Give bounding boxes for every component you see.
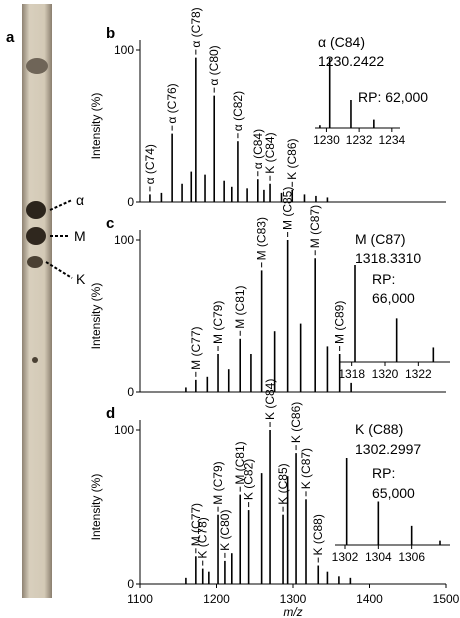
panel-a: a α M K bbox=[6, 4, 86, 598]
peak-label: α (C80) bbox=[207, 45, 221, 85]
peak-label: K (C86) bbox=[289, 402, 303, 443]
peak-label: M (C81) bbox=[233, 285, 247, 328]
band-label: α bbox=[76, 192, 84, 208]
resolution: 65,000 bbox=[372, 485, 415, 501]
arrows bbox=[45, 199, 73, 279]
spot bbox=[26, 58, 48, 74]
spot bbox=[26, 201, 46, 219]
peak-label: K (C85) bbox=[276, 463, 290, 504]
peak-label: M (C89) bbox=[333, 301, 347, 344]
resolution: RP: 62,000 bbox=[358, 89, 428, 105]
peak-label: K (C80) bbox=[218, 510, 232, 551]
inset-x-tick-label: 1304 bbox=[365, 550, 392, 564]
y-axis-label: Intensity (%) bbox=[89, 474, 103, 541]
peak-label: α (C78) bbox=[189, 7, 203, 47]
spot bbox=[32, 357, 38, 363]
inset-x-tick-label: 1230 bbox=[313, 133, 340, 147]
peak-label: M (C77) bbox=[189, 503, 203, 546]
panel-label: c bbox=[106, 215, 114, 232]
y-tick-label: 100 bbox=[114, 43, 134, 57]
inset-title: K (C88) bbox=[355, 421, 403, 437]
y-tick-label: 100 bbox=[114, 233, 134, 247]
peak-label: α (C82) bbox=[231, 91, 245, 131]
peak-label: M (C87) bbox=[308, 205, 322, 248]
panel-label: d bbox=[106, 405, 115, 422]
spot bbox=[27, 256, 43, 268]
peak-label: K (C88) bbox=[311, 514, 325, 555]
inset-x-tick-label: 1318 bbox=[338, 367, 365, 381]
resolution: RP: bbox=[372, 271, 395, 287]
resolution: 66,000 bbox=[372, 290, 415, 306]
peak-label: K (C84) bbox=[263, 379, 277, 420]
inset-x-tick-label: 1234 bbox=[378, 133, 405, 147]
peak-label: M (C85) bbox=[281, 187, 295, 230]
peak-label: α (C84) bbox=[251, 129, 265, 169]
x-tick-label: 1100 bbox=[127, 592, 153, 606]
x-tick-label: 1500 bbox=[433, 592, 460, 606]
inset-x-tick-label: 1322 bbox=[405, 367, 432, 381]
inset-mass: 1230.2422 bbox=[318, 53, 384, 69]
inset-title: α (C84) bbox=[318, 34, 365, 50]
y-tick-label: 100 bbox=[114, 423, 134, 437]
peak-label: M (C77) bbox=[189, 326, 203, 369]
inset-x-tick-label: 1302 bbox=[332, 550, 359, 564]
peak-label: K (C78) bbox=[196, 517, 210, 558]
y-tick-label: 0 bbox=[127, 385, 134, 399]
x-tick-label: 1400 bbox=[356, 592, 383, 606]
peak-label: M (C79) bbox=[211, 301, 225, 344]
peak-label: α (C74) bbox=[143, 144, 157, 184]
band-label: M bbox=[74, 228, 86, 244]
peak-label: α (C76) bbox=[165, 83, 179, 123]
panel-label: a bbox=[6, 29, 15, 46]
peak-label: K (C87) bbox=[299, 448, 313, 489]
inset-x-tick-label: 1320 bbox=[372, 367, 399, 381]
inset-title: M (C87) bbox=[355, 231, 406, 247]
peak-label: M (C81) bbox=[233, 441, 247, 484]
peak-label: M (C79) bbox=[211, 461, 225, 504]
peak-label: K (C86) bbox=[285, 138, 299, 179]
inset-mass: 1318.3310 bbox=[355, 250, 421, 266]
peak-label: K (C82) bbox=[242, 459, 256, 500]
band-label: K bbox=[76, 271, 86, 287]
tlc-strip bbox=[22, 4, 52, 598]
panel-label: b bbox=[106, 25, 115, 42]
inset-x-tick-label: 1232 bbox=[346, 133, 373, 147]
x-tick-label: 1200 bbox=[203, 592, 230, 606]
inset-x-tick-label: 1306 bbox=[398, 550, 425, 564]
y-axis-label: Intensity (%) bbox=[89, 93, 103, 160]
inset-mass: 1302.2997 bbox=[355, 441, 421, 457]
x-axis-label: m/z bbox=[283, 605, 302, 618]
resolution: RP: bbox=[372, 465, 395, 481]
y-axis-label: Intensity (%) bbox=[89, 283, 103, 350]
peak-label: M (C83) bbox=[255, 217, 269, 260]
y-tick-label: 0 bbox=[127, 577, 134, 591]
peak-label: K (C84) bbox=[263, 132, 277, 173]
spot bbox=[26, 227, 46, 245]
y-tick-label: 0 bbox=[127, 195, 134, 209]
x-tick-label: 1300 bbox=[280, 592, 307, 606]
